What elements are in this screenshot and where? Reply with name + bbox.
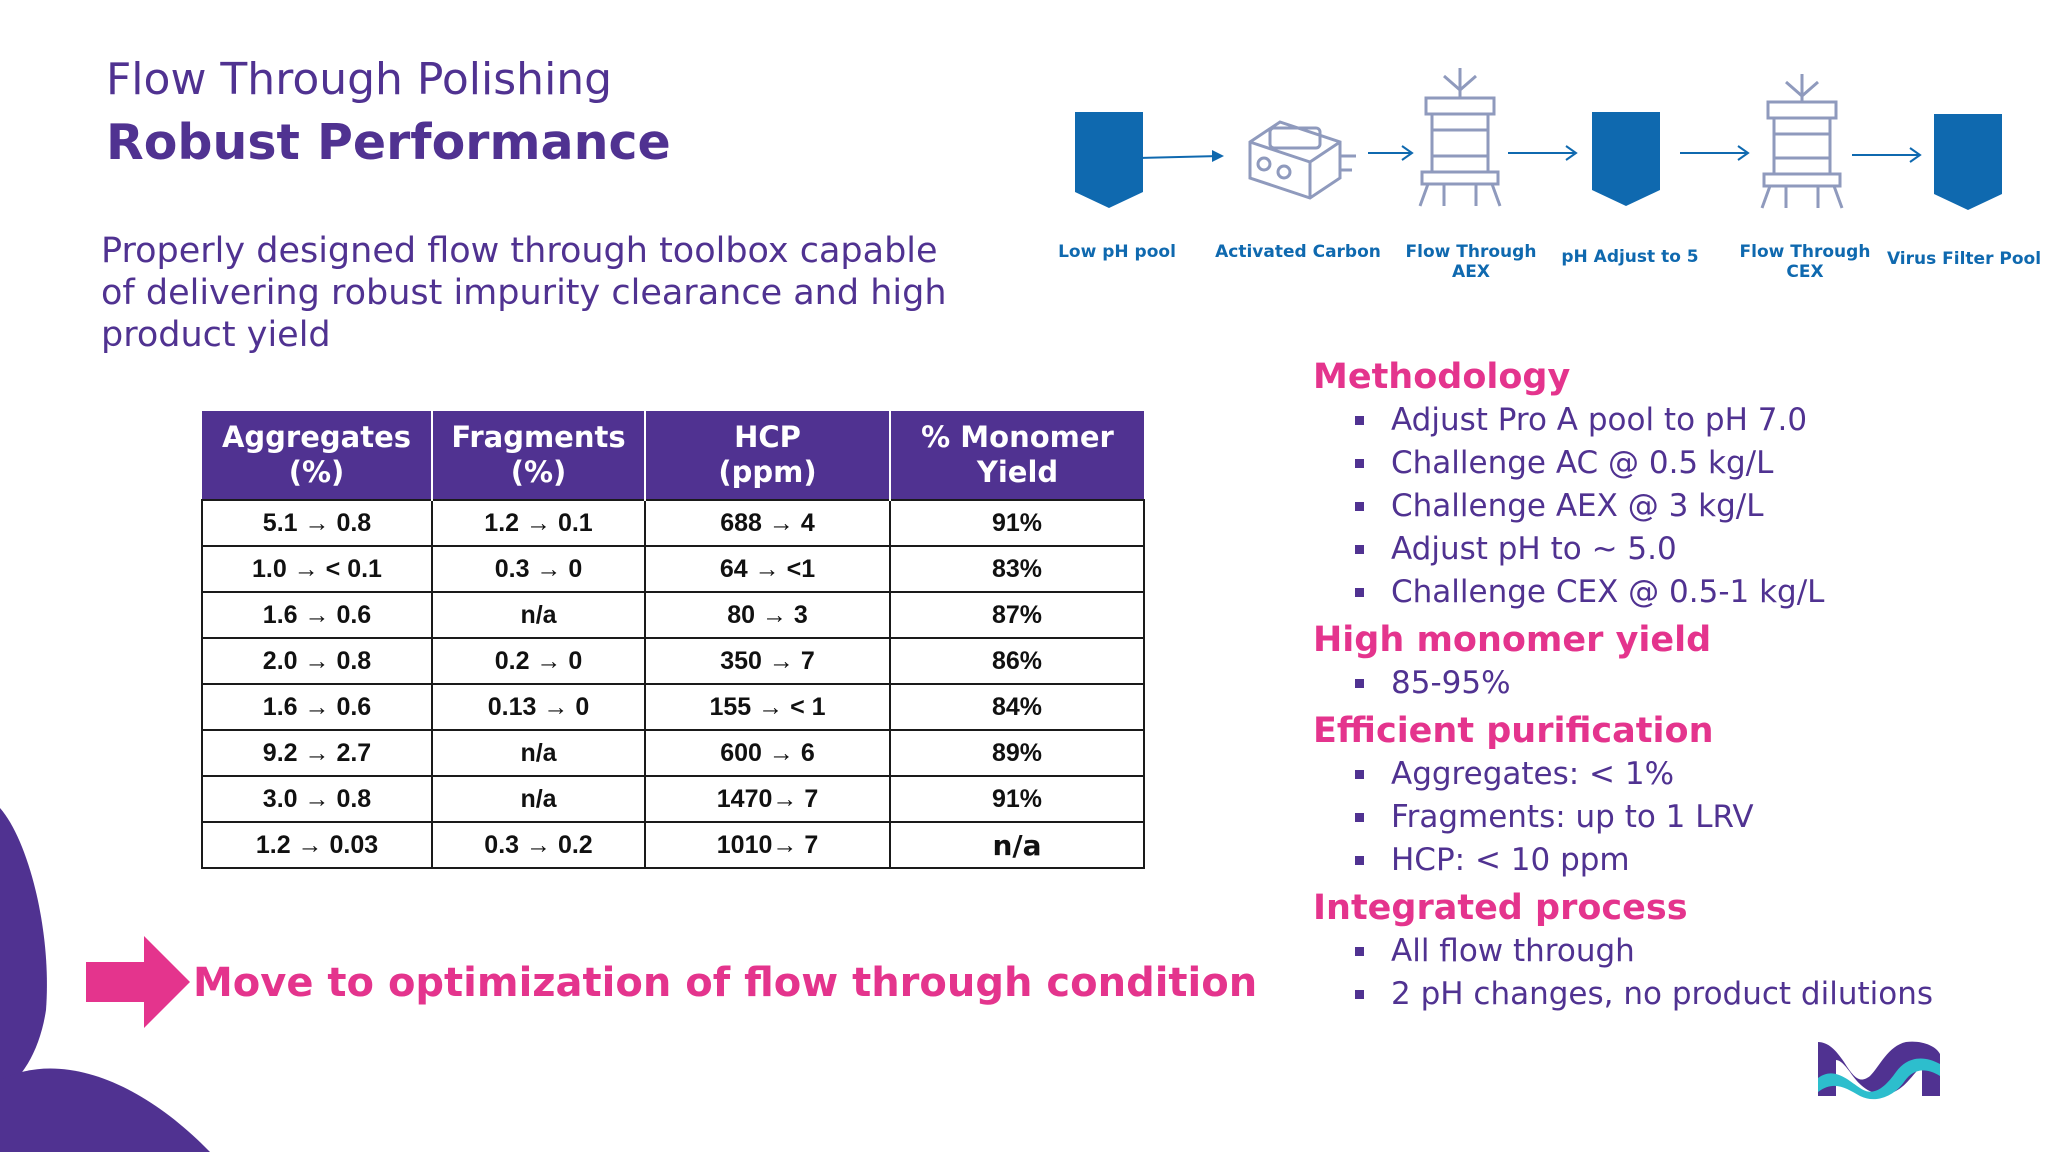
column-icon (1418, 68, 1502, 207)
table-cell: 91% (889, 499, 1145, 547)
pool-icon (1075, 112, 1143, 208)
table-row: 1.0 → < 0.1 0.3 → 0 64 → <1 83% (201, 545, 1145, 593)
decorative-shape (0, 808, 210, 1152)
table-cell: 89% (889, 729, 1145, 777)
page-title: Flow Through Polishing (106, 54, 613, 105)
column-icon (1760, 74, 1844, 209)
pool-icon (1934, 114, 2002, 210)
table-cell: 5.1 → 0.8 (201, 499, 433, 547)
table-cell: 0.3 → 0.2 (431, 821, 646, 869)
bullet-list: 85-95% (1313, 662, 2033, 705)
step-label: Virus Filter Pool (1886, 249, 2042, 269)
flow-arrow-icon (1680, 145, 1750, 161)
table-cell: 1.2 → 0.03 (201, 821, 433, 869)
table-row: 3.0 → 0.8 n/a 1470→ 7 91% (201, 775, 1145, 823)
bullet-list: Adjust Pro A pool to pH 7.0 Challenge AC… (1313, 399, 2033, 614)
table-cell: 1.6 → 0.6 (201, 591, 433, 639)
table-cell: 9.2 → 2.7 (201, 729, 433, 777)
table-row: 9.2 → 2.7 n/a 600 → 6 89% (201, 729, 1145, 777)
table-cell: 84% (889, 683, 1145, 731)
step-label: Flow Through AEX (1396, 242, 1546, 282)
table-cell: 1.6 → 0.6 (201, 683, 433, 731)
section-heading: Integrated process (1313, 888, 1688, 928)
table-header-row: Aggregates (%) Fragments (%) HCP (ppm) % Mo… (202, 411, 1144, 500)
list-item: Aggregates: < 1% (1355, 753, 2033, 796)
table-cell: 688 → 4 (644, 499, 891, 547)
table-cell: 1.0 → < 0.1 (201, 545, 433, 593)
summary-panel: Methodology Adjust Pro A pool to pH 7.0 … (1313, 355, 2033, 1016)
header-aggregates: Aggregates (%) (202, 411, 433, 500)
step-label: Low pH pool (1058, 242, 1176, 262)
table-cell: 86% (889, 637, 1145, 685)
flow-arrow-icon (1852, 147, 1922, 163)
table-cell: 83% (889, 545, 1145, 593)
bullet-list: Aggregates: < 1% Fragments: up to 1 LRV … (1313, 753, 2033, 882)
pool-icon (1592, 112, 1660, 206)
table-cell: n/a (431, 591, 646, 639)
bullet-list: All flow through 2 pH changes, no produc… (1313, 930, 2033, 1016)
table-cell: n/a (889, 821, 1145, 869)
company-logo (1818, 1041, 1940, 1100)
results-table: Aggregates (%) Fragments (%) HCP (ppm) % Mo… (201, 411, 1145, 869)
header-hcp: HCP (ppm) (645, 411, 891, 500)
header-monomer-yield: % Monomer Yield (890, 411, 1144, 500)
step-label-line1: Flow Through (1739, 242, 1871, 262)
table-cell: 2.0 → 0.8 (201, 637, 433, 685)
table-cell: 600 → 6 (644, 729, 891, 777)
table-cell: n/a (431, 729, 646, 777)
step-label: pH Adjust to 5 (1561, 247, 1699, 267)
step-label: Activated Carbon (1215, 242, 1381, 262)
list-item: All flow through (1355, 930, 2033, 973)
section-heading: Efficient purification (1313, 711, 1714, 751)
step-label-line2: CEX (1786, 262, 1824, 282)
list-item: HCP: < 10 ppm (1355, 839, 2033, 882)
activated-carbon-icon (1248, 120, 1356, 200)
table-cell: 0.13 → 0 (431, 683, 646, 731)
table-cell: 64 → <1 (644, 545, 891, 593)
section-heading: High monomer yield (1313, 620, 1712, 660)
step-label-line1: Flow Through (1405, 242, 1537, 262)
table-cell: 87% (889, 591, 1145, 639)
table-cell: 155 → < 1 (644, 683, 891, 731)
step-label: Flow Through CEX (1730, 242, 1880, 282)
intro-text: Properly designed flow through toolbox c… (101, 231, 947, 355)
step-label-line2: AEX (1452, 262, 1490, 282)
table-cell: 91% (889, 775, 1145, 823)
table-cell: 3.0 → 0.8 (201, 775, 433, 823)
table-row: 2.0 → 0.8 0.2 → 0 350 → 7 86% (201, 637, 1145, 685)
table-cell: n/a (431, 775, 646, 823)
header-fragments: Fragments (%) (432, 411, 646, 500)
flow-arrow-icon (1508, 145, 1578, 161)
table-cell: 1010→ 7 (644, 821, 891, 869)
list-item: Challenge AEX @ 3 kg/L (1355, 485, 2033, 528)
table-cell: 0.3 → 0 (431, 545, 646, 593)
table-cell: 0.2 → 0 (431, 637, 646, 685)
table-cell: 350 → 7 (644, 637, 891, 685)
table-row: 1.6 → 0.6 n/a 80 → 3 87% (201, 591, 1145, 639)
list-item: Challenge AC @ 0.5 kg/L (1355, 442, 2033, 485)
list-item: Fragments: up to 1 LRV (1355, 796, 2033, 839)
section-heading: Methodology (1313, 357, 1571, 397)
callout-text: Move to optimization of flow through con… (193, 960, 1258, 1006)
table-row: 5.1 → 0.8 1.2 → 0.1 688 → 4 91% (201, 499, 1145, 547)
flow-arrow-icon (1368, 145, 1414, 161)
table-cell: 1.2 → 0.1 (431, 499, 646, 547)
list-item: 85-95% (1355, 662, 2033, 705)
table-row: 1.6 → 0.6 0.13 → 0 155 → < 1 84% (201, 683, 1145, 731)
table-cell: 80 → 3 (644, 591, 891, 639)
list-item: Adjust pH to ~ 5.0 (1355, 528, 2033, 571)
flow-arrow-icon (1140, 150, 1224, 162)
right-arrow-icon (86, 936, 190, 1028)
list-item: 2 pH changes, no product dilutions (1355, 973, 2033, 1016)
table-cell: 1470→ 7 (644, 775, 891, 823)
list-item: Adjust Pro A pool to pH 7.0 (1355, 399, 2033, 442)
page-subtitle: Robust Performance (106, 114, 671, 171)
table-row: 1.2 → 0.03 0.3 → 0.2 1010→ 7 n/a (201, 821, 1145, 869)
list-item: Challenge CEX @ 0.5-1 kg/L (1355, 571, 2033, 614)
